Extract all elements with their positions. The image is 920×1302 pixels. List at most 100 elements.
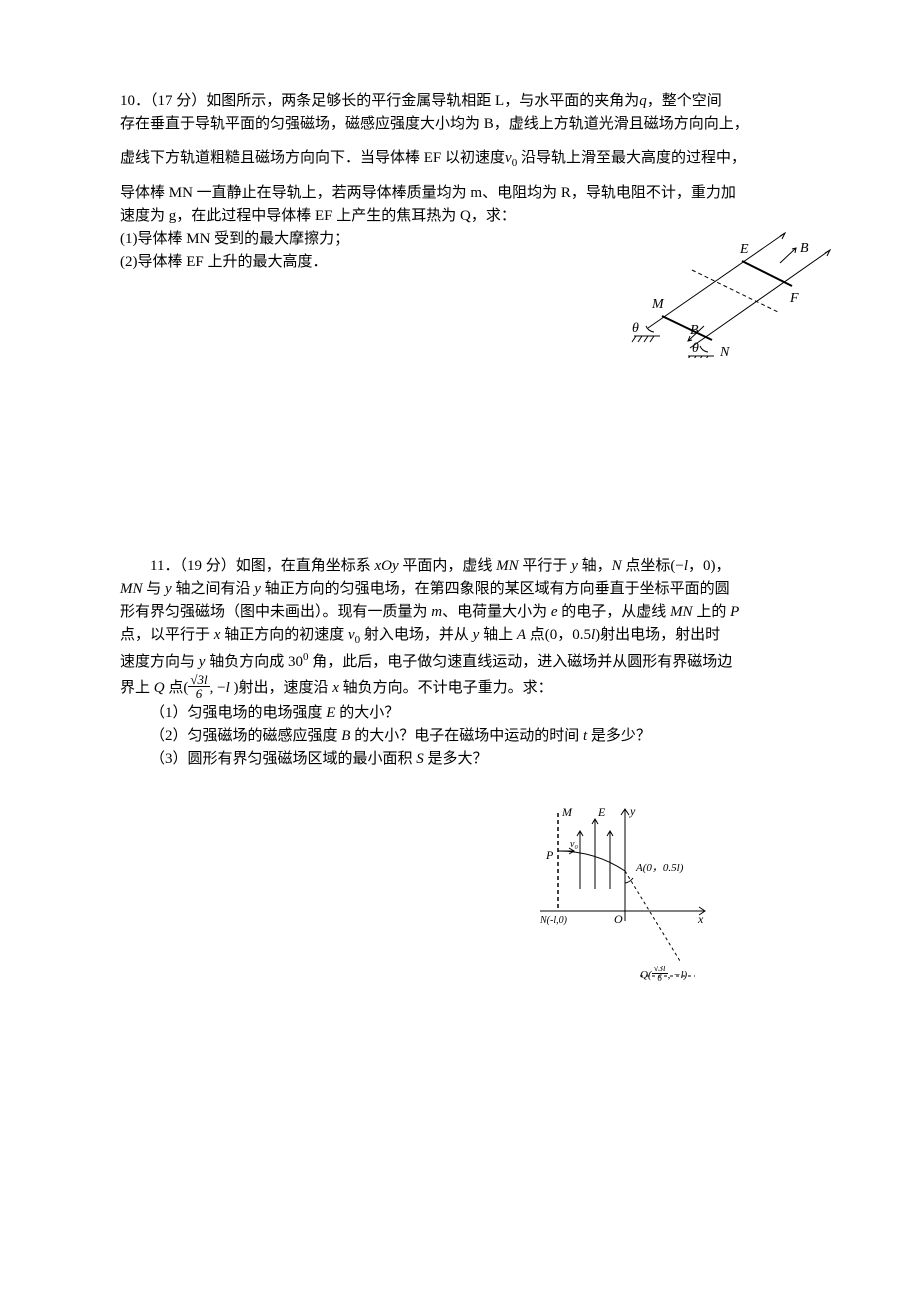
- p11-l1c: 平行于: [519, 558, 572, 574]
- p11-figure: M E y P v₀ A(0，0.5l) N(-l,0) O x Q(√3l6,…: [540, 801, 710, 1009]
- p11-l5c: 角，此后，电子做匀速直线运动，进入磁场并从圆形有界磁场边: [308, 654, 732, 670]
- p11-q2: （2）匀强磁场的磁感应强度 B 的大小？电子在磁场中运动的时间 t 是多少？: [120, 725, 810, 748]
- fig11-Qe: , −l): [668, 969, 688, 981]
- e: e: [551, 604, 558, 620]
- p11-l3d: 上的: [693, 604, 731, 620]
- p10-line3: 虚线下方轨道粗糙且磁场方向向下．当导体棒 EF 以初速度v0 沿导轨上滑至最大高…: [120, 147, 810, 172]
- p11-l1b: 平面内，虚线: [399, 558, 497, 574]
- problem-11: 11．（19 分）如图，在直角坐标系 xOy 平面内，虚线 MN 平行于 y 轴…: [120, 555, 810, 1010]
- p11-q3: （3）圆形有界匀强磁场区域的最小面积 S 是多大？: [120, 748, 810, 771]
- p10-points: （17 分）: [150, 93, 206, 109]
- p11-q2c: 是多少？: [587, 728, 651, 744]
- p11-l3b: 、电荷量大小为: [442, 604, 551, 620]
- fig11-A: A(0，0.5l): [635, 862, 684, 874]
- p11-l4a: 点，以平行于: [120, 627, 214, 643]
- MN2: MN: [670, 604, 693, 620]
- p11-q3a: （3）圆形有界匀强磁场区域的最小面积: [150, 751, 416, 767]
- p11-l2d: 轴正方向的匀强电场，在第四象限的某区域有方向垂直于坐标平面的圆: [261, 581, 730, 597]
- p11-q2b: 的大小？电子在磁场中运动的时间: [350, 728, 583, 744]
- p11-l5b: 轴负方向成 30: [205, 654, 303, 670]
- p10-questions-figure-row: (1)导体棒 MN 受到的最大摩擦力； (2)导体棒 EF 上升的最大高度．: [120, 228, 810, 275]
- p10-line2: 存在垂直于导轨平面的匀强磁场，磁感应强度大小均为 B，虚线上方轨道光滑且磁场方向…: [120, 113, 810, 136]
- fig10-F: F: [789, 291, 799, 306]
- p11-l6b: 点(: [165, 680, 189, 696]
- fig11-Qd: 6: [652, 974, 668, 983]
- problem-10: 10．（17 分）如图所示，两条足够长的平行金属导轨相距 L，与水平面的夹角为q…: [120, 90, 810, 275]
- p11-number: 11．: [150, 558, 179, 574]
- p11-line2: MN 与 y 轴之间有沿 y 轴正方向的匀强电场，在第四象限的某区域有方向垂直于…: [120, 578, 810, 601]
- fig11-Q: Q(: [640, 969, 652, 981]
- fig11-v0: v₀: [570, 839, 578, 850]
- Q: Q: [154, 680, 165, 696]
- p11-l2c: 轴之间有沿: [172, 581, 255, 597]
- m: m: [431, 604, 442, 620]
- fig10-B2: B: [690, 323, 699, 338]
- p10-number: 10．: [120, 93, 150, 109]
- fig10-th2: θ: [692, 341, 699, 356]
- p11-q1: （1）匀强电场的电场强度 E 的大小？: [120, 702, 810, 725]
- p10-line1: 10．（17 分）如图所示，两条足够长的平行金属导轨相距 L，与水平面的夹角为q…: [120, 90, 810, 113]
- p11-l4d: 轴上: [479, 627, 517, 643]
- p11-l6d: )射出，速度沿: [230, 680, 333, 696]
- p11-l1e: 点坐标(−: [622, 558, 684, 574]
- fig11-y: y: [629, 804, 636, 818]
- fig10-B1: B: [800, 241, 809, 256]
- MN2l: MN: [120, 581, 143, 597]
- p10-line4: 导体棒 MN 一直静止在导轨上，若两导体棒质量均为 m、电阻均为 R，导轨电阻不…: [120, 182, 810, 205]
- p11-l5a: 速度方向与: [120, 654, 199, 670]
- p11-line6: 界上 Q 点(√3l6, −l )射出，速度沿 x 轴负方向。不计电子重力。求：: [120, 675, 810, 702]
- fig10-M: M: [651, 297, 665, 312]
- p11-l6a: 界上: [120, 680, 154, 696]
- N: N: [612, 558, 622, 574]
- p11-q2a: （2）匀强磁场的磁感应强度: [150, 728, 341, 744]
- frac-sqrt3l-6: √3l6: [188, 673, 209, 700]
- p11-line4: 点，以平行于 x 轴正方向的初速度 v0 射入电场，并从 y 轴上 A 点(0，…: [120, 624, 810, 649]
- p11-l4f: )射出电场，射出时: [595, 627, 720, 643]
- v02: v: [348, 627, 355, 643]
- p11-l6e: 轴负方向。不计电子重力。求：: [339, 680, 553, 696]
- fig10-th1: θ: [632, 321, 639, 336]
- P: P: [730, 604, 739, 620]
- p11-l6c: , −: [210, 680, 226, 696]
- fig11-N: N(-l,0): [540, 915, 568, 926]
- p11-l1d: 轴，: [578, 558, 612, 574]
- q-symbol: q: [639, 93, 647, 109]
- p11-points: （19 分）: [179, 558, 235, 574]
- MN1: MN: [496, 558, 519, 574]
- p11-line1: 11．（19 分）如图，在直角坐标系 xOy 平面内，虚线 MN 平行于 y 轴…: [120, 555, 810, 578]
- p11-l4c: 射入电场，并从: [360, 627, 473, 643]
- S: S: [416, 751, 424, 767]
- p11-q1b: 的大小？: [335, 705, 399, 721]
- p11-q3b: 是多大？: [424, 751, 488, 767]
- fig11-M: M: [561, 805, 573, 819]
- fig10-E: E: [739, 242, 749, 257]
- p11-l3a: 形有界匀强磁场（图中未画出）。现有一质量为: [120, 604, 431, 620]
- y2: y: [165, 581, 172, 597]
- p11-l3c: 的电子，从虚线: [558, 604, 671, 620]
- x2: x: [332, 680, 339, 696]
- p11-l1a: 如图，在直角坐标系: [236, 558, 375, 574]
- p11-lead: [120, 558, 150, 574]
- fig11-O: O: [614, 912, 623, 926]
- p10-l1a: 如图所示，两条足够长的平行金属导轨相距 L，与水平面的夹角为: [206, 93, 639, 109]
- xOy: xOy: [375, 558, 399, 574]
- p10-l3b: 沿导轨上滑至最大高度的过程中，: [517, 150, 746, 166]
- frac-den: 6: [188, 687, 209, 700]
- fig11-E: E: [597, 805, 606, 819]
- A1: A: [517, 627, 526, 643]
- p11-svg: M E y P v₀ A(0，0.5l) N(-l,0) O x Q(√3l6,…: [540, 801, 720, 1001]
- p11-l4e: 点(0，0.5: [526, 627, 591, 643]
- p11-l1f: ，0)，: [688, 558, 731, 574]
- p10-figure: M N E F B B θ θ: [630, 208, 840, 366]
- fig10-N: N: [719, 345, 730, 358]
- p10-svg: M N E F B B θ θ: [630, 208, 840, 358]
- p11-q1a: （1）匀强电场的电场强度: [150, 705, 326, 721]
- p11-l4b: 轴正方向的初速度: [220, 627, 348, 643]
- fig11-x: x: [697, 912, 704, 926]
- y3: y: [254, 581, 261, 597]
- p10-l3a: 虚线下方轨道粗糙且磁场方向向下．当导体棒 EF 以初速度: [120, 150, 505, 166]
- y1: y: [571, 558, 578, 574]
- p10-l1b: ，整个空间: [647, 93, 722, 109]
- p11-line3: 形有界匀强磁场（图中未画出）。现有一质量为 m、电荷量大小为 e 的电子，从虚线…: [120, 601, 810, 624]
- frac-num: √3l: [188, 673, 209, 687]
